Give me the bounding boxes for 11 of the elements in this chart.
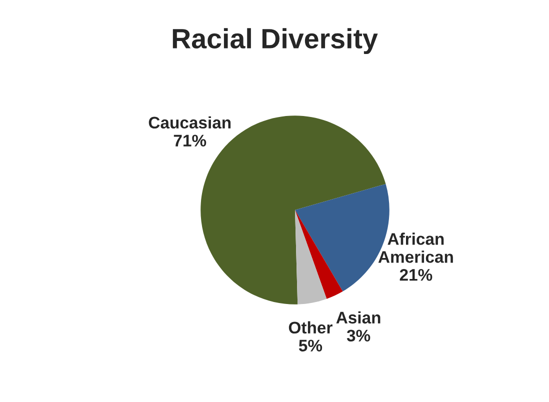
data-label: 3% (346, 330, 370, 342)
data-label: 5% (298, 340, 322, 352)
slice-label: Caucasian (148, 116, 231, 129)
data-label: 71% (174, 134, 206, 146)
slice-label: Asian (336, 311, 380, 324)
pie-slice (295, 210, 343, 299)
chart-title: Racial Diversity (172, 28, 378, 54)
data-label: 21% (400, 269, 432, 281)
slice-label: African American (378, 232, 453, 263)
pie-slice (295, 210, 327, 304)
slice-label: Other (288, 321, 332, 334)
